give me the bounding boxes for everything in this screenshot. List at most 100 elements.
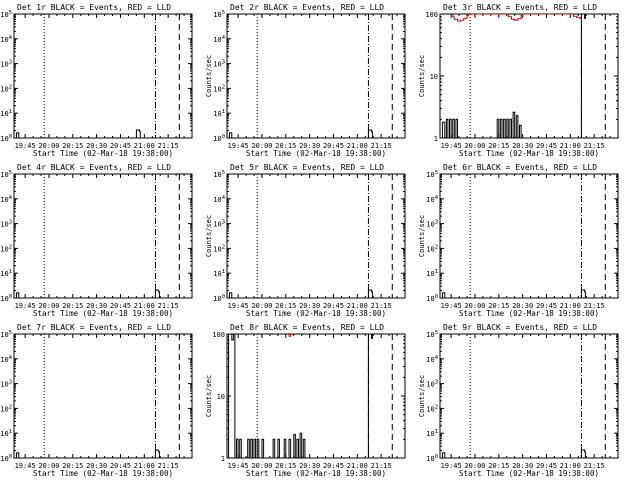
x-tick-label: 19:45	[441, 142, 462, 150]
x-tick-label: 20:00	[251, 302, 272, 310]
y-tick-label: 10	[430, 73, 438, 81]
x-tick-label: 21:00	[560, 142, 581, 150]
x-tick-label: 21:00	[134, 462, 155, 470]
panel-det-1: Det 1r BLACK = Events, RED = LLD 19:45 20:…	[0, 3, 193, 158]
x-axis-label: Start Time (02-Mar-18 19:38:00)	[33, 149, 173, 158]
y-tick-label: 103	[0, 60, 12, 69]
y-tick-label: 102	[0, 84, 12, 93]
y-tick-label: 1	[221, 455, 225, 463]
events-series-line	[227, 334, 373, 458]
x-tick-label: 20:45	[536, 142, 557, 150]
x-tick-label: 21:15	[158, 302, 179, 310]
x-tick-label: 21:00	[347, 302, 368, 310]
x-axis-label: Start Time (02-Mar-18 19:38:00)	[246, 469, 386, 478]
y-tick-label: 102	[426, 404, 438, 413]
x-tick-label: 21:00	[347, 142, 368, 150]
x-tick-label: 20:30	[512, 462, 533, 470]
x-tick-label: 21:00	[560, 302, 581, 310]
panel-det-8: Det 8r BLACK = Events, RED = LLD 19:45 20:…	[205, 323, 406, 478]
events-series-line	[440, 289, 586, 298]
x-tick-label: 20:45	[536, 302, 557, 310]
x-tick-label: 20:30	[512, 302, 533, 310]
y-tick-label: 103	[0, 220, 12, 229]
x-tick-label: 21:15	[584, 462, 605, 470]
x-axis-label: Start Time (02-Mar-18 19:38:00)	[459, 149, 599, 158]
x-tick-label: 20:00	[251, 142, 272, 150]
y-tick-label: 102	[213, 244, 225, 253]
x-axis-label: Start Time (02-Mar-18 19:38:00)	[33, 469, 173, 478]
x-tick-label: 19:45	[15, 142, 36, 150]
x-tick-label: 19:45	[441, 462, 462, 470]
y-tick-label: 103	[426, 380, 438, 389]
x-tick-label: 21:15	[371, 462, 392, 470]
y-tick-label: 105	[0, 170, 12, 179]
x-tick-label: 19:45	[228, 302, 249, 310]
y-tick-label: 100	[213, 294, 225, 303]
y-tick-label: 10	[217, 393, 225, 401]
events-series-line	[227, 289, 373, 298]
y-tick-label: 100	[0, 294, 12, 303]
x-tick-label: 20:30	[299, 302, 320, 310]
y-tick-label: 101	[426, 269, 438, 278]
y-axis-label: Counts/sec	[205, 215, 213, 257]
y-tick-label: 1	[434, 135, 438, 143]
plot-frame	[13, 173, 193, 299]
y-tick-label: 101	[213, 269, 225, 278]
lld-series-line	[451, 14, 582, 22]
panel-title: Det 8r BLACK = Events, RED = LLD	[230, 323, 384, 332]
y-tick-label: 103	[426, 220, 438, 229]
x-tick-label: 21:15	[158, 142, 179, 150]
x-tick-label: 21:00	[347, 462, 368, 470]
y-tick-label: 104	[0, 195, 12, 204]
events-series-line	[14, 289, 160, 298]
x-tick-label: 21:15	[371, 302, 392, 310]
panel-title: Det 1r BLACK = Events, RED = LLD	[17, 3, 171, 12]
x-tick-label: 20:00	[464, 462, 485, 470]
x-axis-label: Start Time (02-Mar-18 19:38:00)	[246, 149, 386, 158]
plot-frame	[226, 173, 406, 299]
y-tick-label: 102	[213, 84, 225, 93]
panel-title: Det 6r BLACK = Events, RED = LLD	[443, 163, 597, 172]
y-tick-label: 100	[426, 294, 438, 303]
x-tick-label: 19:45	[228, 462, 249, 470]
y-tick-label: 103	[0, 380, 12, 389]
plot-frame	[13, 13, 193, 139]
y-tick-label: 104	[0, 35, 12, 44]
x-tick-label: 20:15	[488, 462, 509, 470]
y-tick-label: 102	[0, 404, 12, 413]
x-tick-label: 20:15	[62, 142, 83, 150]
y-tick-label: 105	[426, 170, 438, 179]
y-tick-label: 101	[0, 269, 12, 278]
panel-title: Det 4r BLACK = Events, RED = LLD	[17, 163, 171, 172]
x-tick-label: 21:15	[584, 302, 605, 310]
x-tick-label: 20:45	[323, 142, 344, 150]
x-tick-label: 20:15	[275, 462, 296, 470]
events-series-line	[14, 449, 160, 458]
panel-title: Det 9r BLACK = Events, RED = LLD	[443, 323, 597, 332]
events-series-line	[14, 129, 141, 138]
x-tick-label: 19:45	[228, 142, 249, 150]
y-tick-label: 102	[0, 244, 12, 253]
panel-title: Det 2r BLACK = Events, RED = LLD	[230, 3, 384, 12]
y-tick-label: 101	[0, 429, 12, 438]
y-axis-label: Counts/sec	[418, 375, 426, 417]
y-tick-label: 102	[426, 244, 438, 253]
x-axis-label: Start Time (02-Mar-18 19:38:00)	[33, 309, 173, 318]
x-tick-label: 19:45	[441, 302, 462, 310]
x-tick-label: 20:30	[512, 142, 533, 150]
x-tick-label: 19:45	[15, 302, 36, 310]
events-series-line	[440, 449, 586, 458]
events-series-line	[227, 129, 373, 138]
plot-frame	[13, 333, 193, 459]
y-tick-label: 101	[0, 109, 12, 118]
plot-frame	[226, 13, 406, 139]
y-tick-label: 104	[0, 355, 12, 364]
y-tick-label: 100	[426, 454, 438, 463]
y-tick-label: 104	[426, 355, 438, 364]
y-tick-label: 105	[426, 330, 438, 339]
events-series-line	[440, 14, 586, 138]
